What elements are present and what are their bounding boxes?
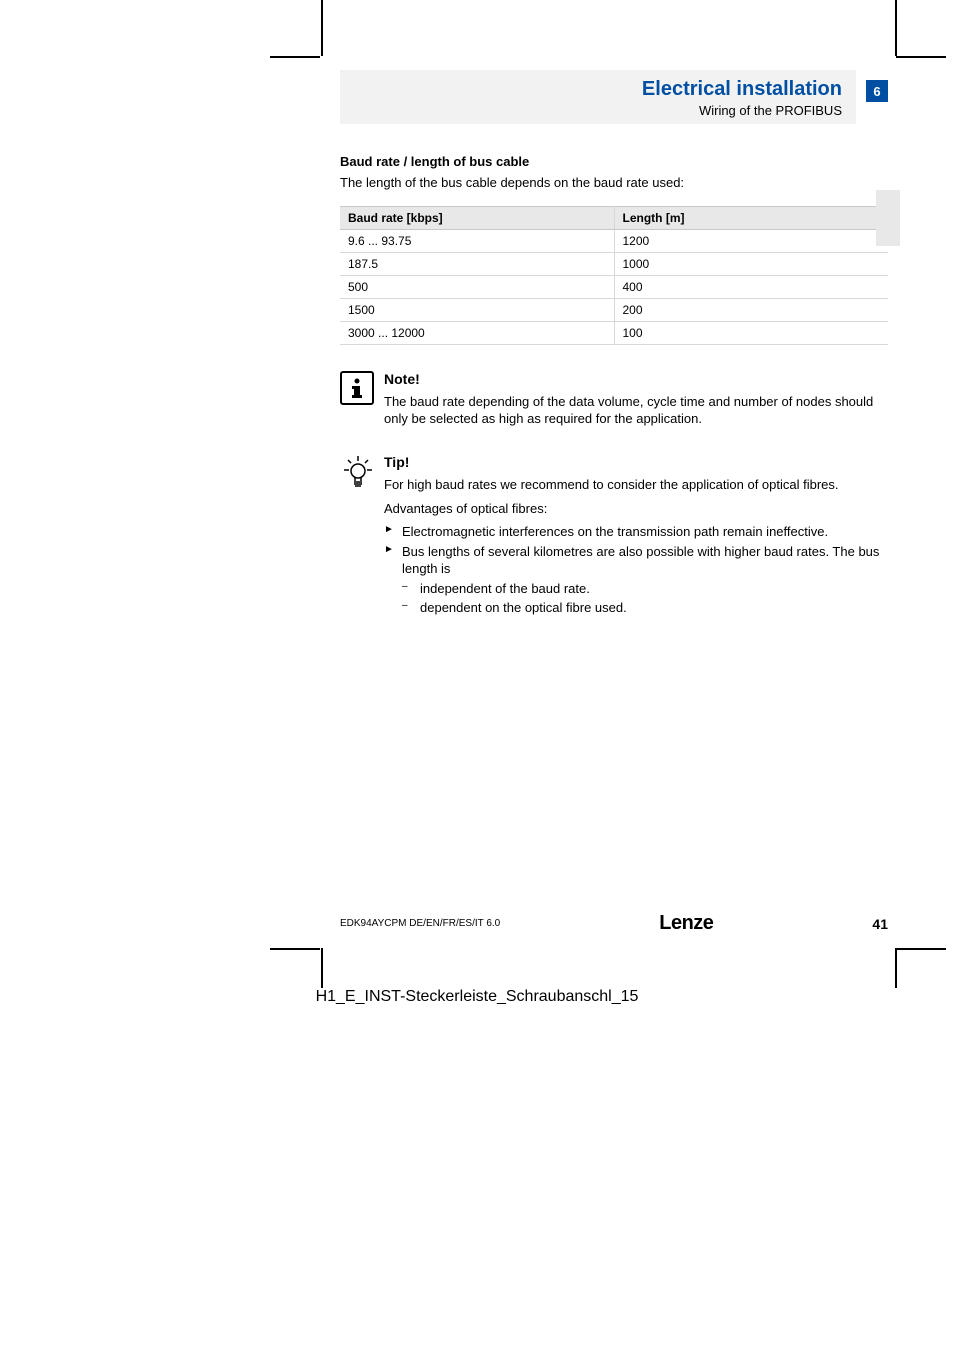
info-icon — [340, 371, 374, 405]
page-header: Electrical installation Wiring of the PR… — [340, 70, 856, 124]
table-row: 3000 ... 12000100 — [340, 321, 888, 344]
bullet-item: Electromagnetic interferences on the tra… — [384, 523, 888, 541]
page-footer: EDK94AYCPM DE/EN/FR/ES/IT 6.0 Lenze 41 — [340, 912, 888, 935]
table-row: 187.51000 — [340, 252, 888, 275]
tip-bullets: Electromagnetic interferences on the tra… — [384, 523, 888, 617]
th-length: Length [m] — [614, 206, 888, 229]
table-row: 9.6 ... 93.751200 — [340, 229, 888, 252]
tip-text-1: For high baud rates we recommend to cons… — [384, 476, 888, 494]
doc-reference: EDK94AYCPM DE/EN/FR/ES/IT 6.0 — [340, 918, 500, 929]
bullet-item: Bus lengths of several kilometres are al… — [384, 543, 888, 617]
tip-heading: Tip! — [384, 454, 888, 470]
section-heading: Baud rate / length of bus cable — [340, 154, 888, 169]
side-tab — [876, 190, 900, 246]
table-row: 1500200 — [340, 298, 888, 321]
lightbulb-icon — [340, 454, 376, 490]
footer-filename: H1_E_INST-Steckerleiste_Schraubanschl_15 — [0, 988, 954, 1006]
tip-callout: Tip! For high baud rates we recommend to… — [340, 454, 888, 619]
tip-text-2: Advantages of optical fibres: — [384, 500, 888, 518]
header-title: Electrical installation — [340, 78, 842, 101]
chapter-number-box: 6 — [866, 80, 888, 102]
section-intro: The length of the bus cable depends on t… — [340, 175, 888, 192]
baud-table: Baud rate [kbps] Length [m] 9.6 ... 93.7… — [340, 206, 888, 345]
lenze-logo: Lenze — [659, 912, 713, 935]
note-callout: Note! The baud rate depending of the dat… — [340, 371, 888, 428]
th-baud: Baud rate [kbps] — [340, 206, 614, 229]
page-number: 41 — [872, 916, 888, 932]
table-row: 500400 — [340, 275, 888, 298]
dash-item: independent of the baud rate. — [402, 580, 888, 598]
note-heading: Note! — [384, 371, 888, 387]
header-subtitle: Wiring of the PROFIBUS — [340, 103, 842, 118]
note-text: The baud rate depending of the data volu… — [384, 393, 888, 428]
dash-item: dependent on the optical fibre used. — [402, 599, 888, 617]
